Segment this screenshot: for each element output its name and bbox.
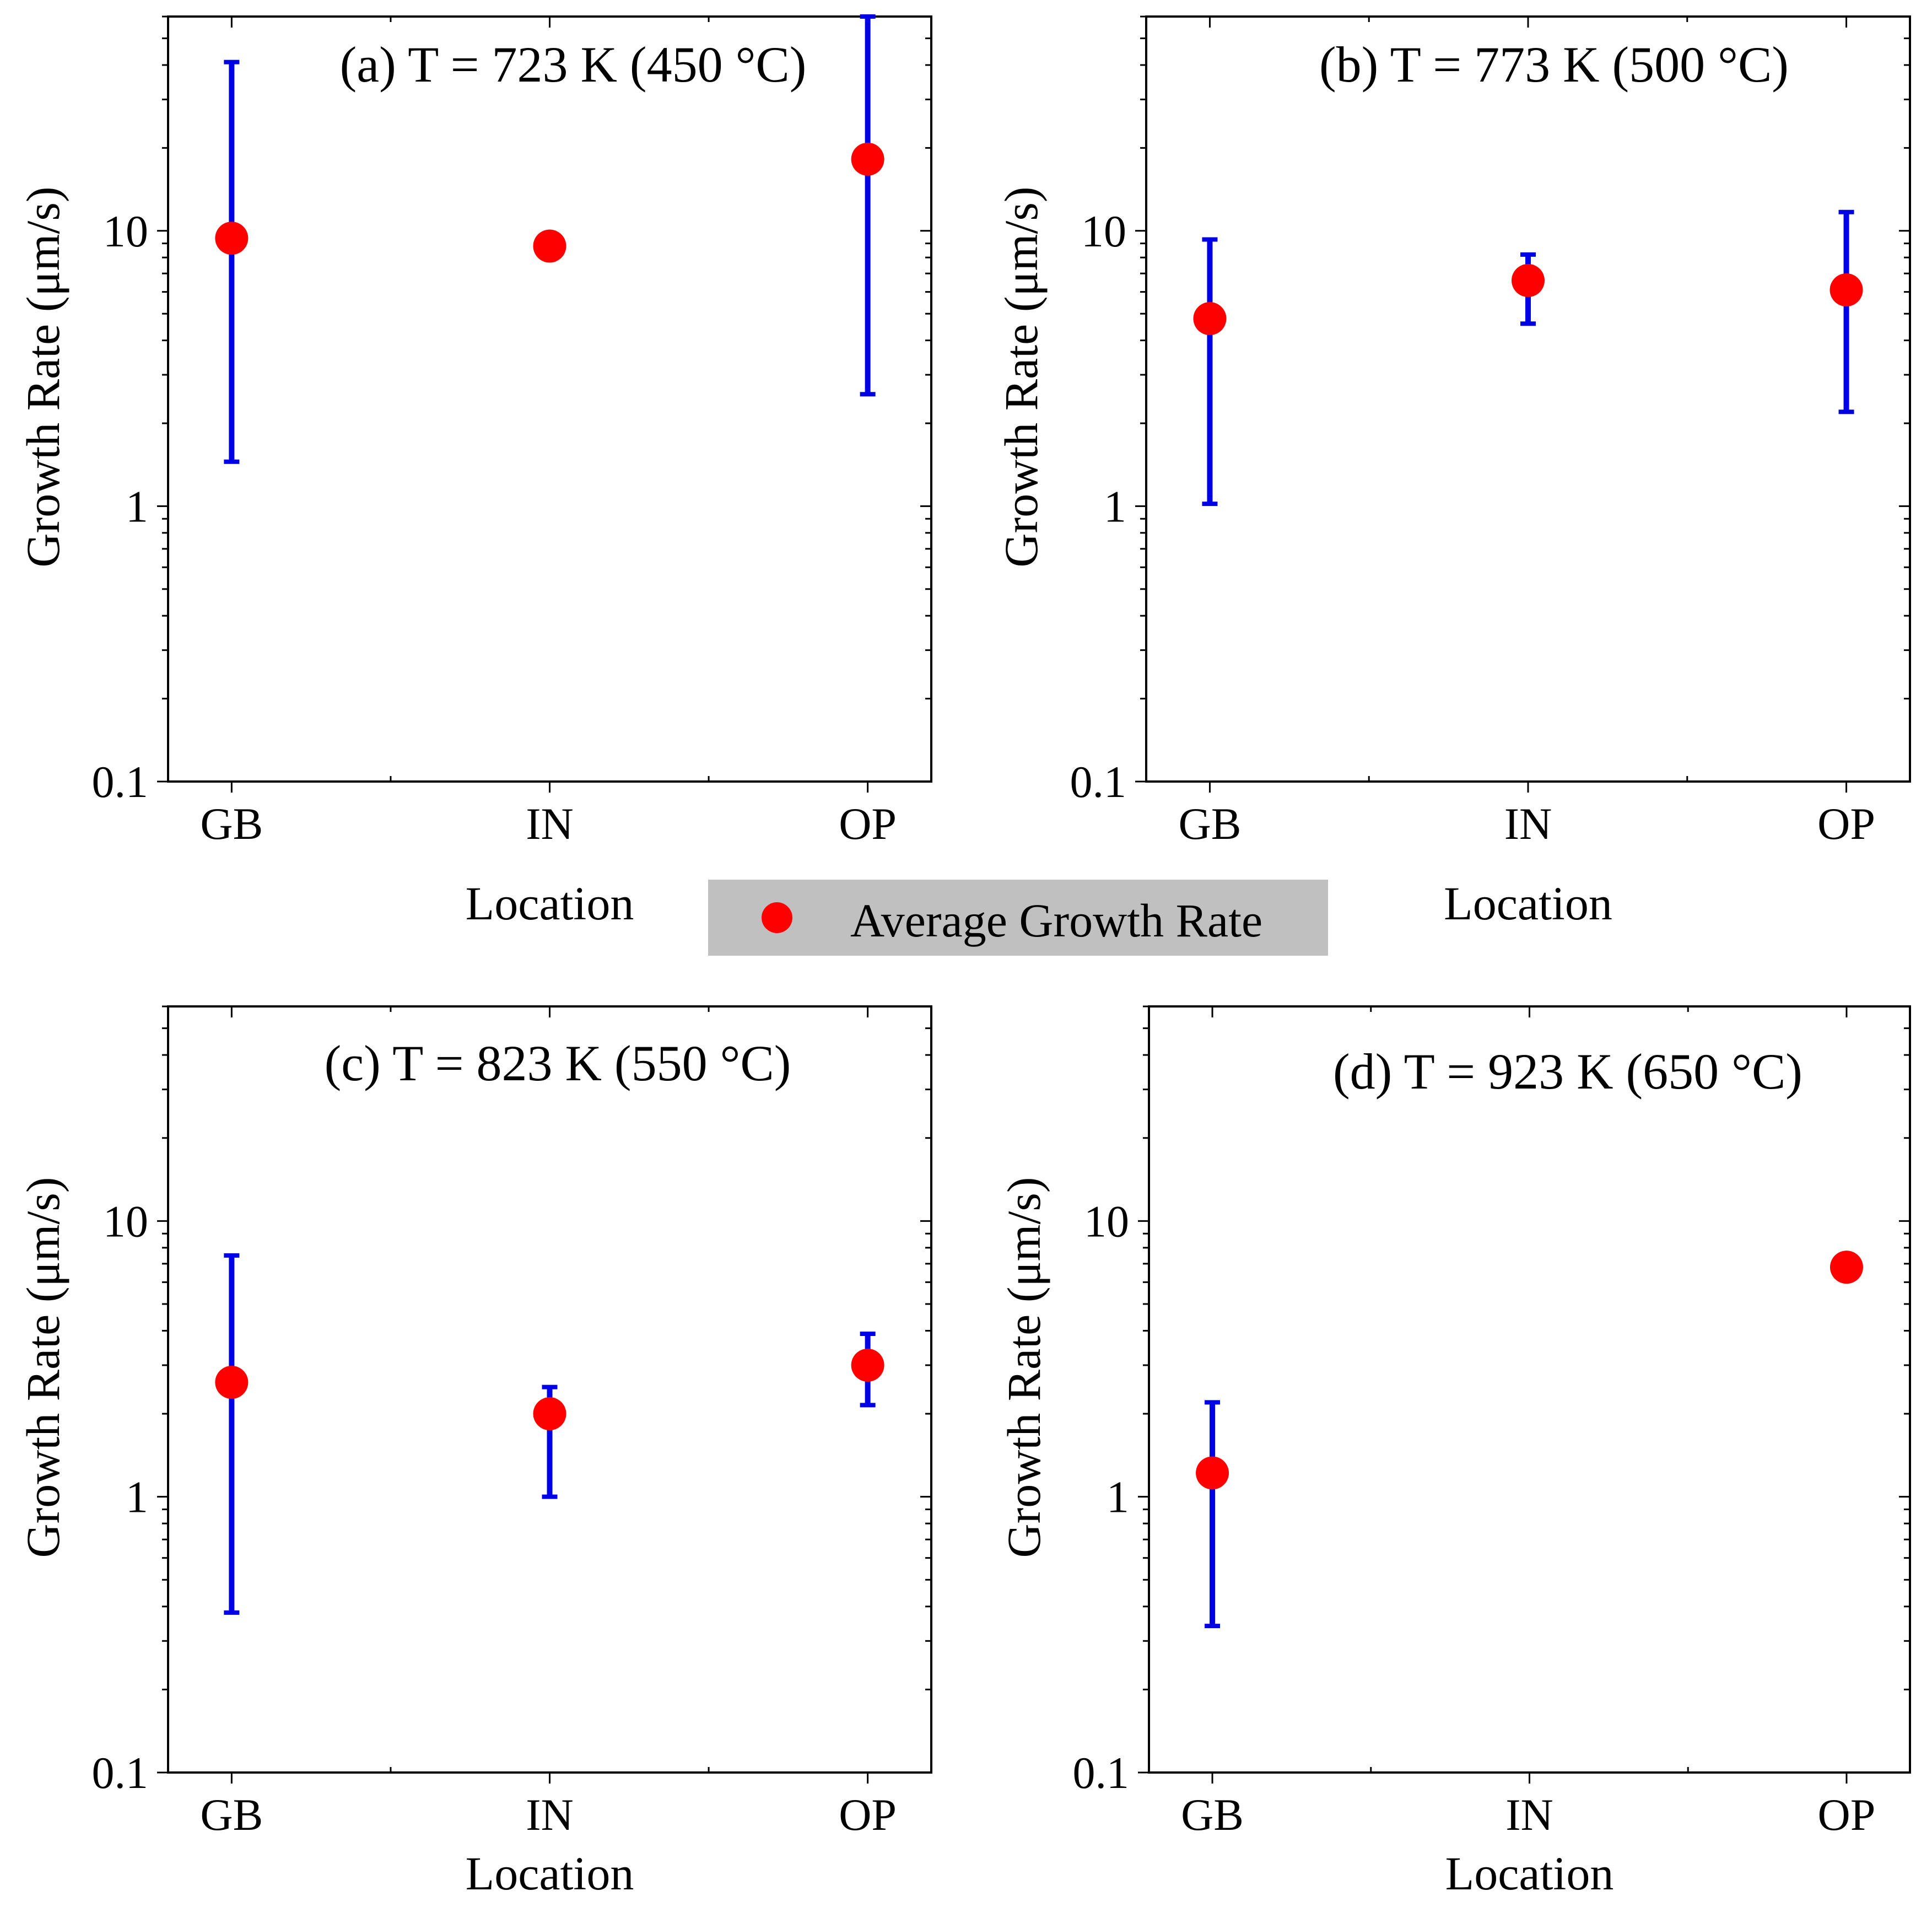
panel-title: (b) T = 773 K (500 °C) [1319, 36, 1789, 93]
data-point [1830, 1251, 1863, 1284]
panel-title: (a) T = 723 K (450 °C) [340, 36, 807, 93]
x-tick-label: OP [839, 1790, 897, 1840]
y-tick-label: 1 [1107, 1472, 1129, 1522]
error-bar [1205, 1400, 1221, 1629]
legend: Average Growth Rate [708, 880, 1328, 956]
y-tick-label: 0.1 [92, 757, 149, 807]
data-point [851, 1348, 884, 1382]
data-point [851, 142, 884, 176]
y-tick-label: 10 [1084, 1196, 1129, 1246]
legend-marker-icon [762, 902, 792, 933]
error-bar [224, 60, 240, 464]
y-tick-label: 1 [1104, 481, 1126, 531]
y-tick-label: 10 [103, 1196, 148, 1246]
error-bar [1202, 237, 1218, 507]
y-tick-label: 0.1 [1073, 1748, 1130, 1798]
y-axis-label: Growth Rate (μm/s) [17, 187, 69, 568]
chart-panel-d: 0.1 1 10 GB IN OP Location Growth Rate (μm/s) (d… [997, 1005, 1911, 1900]
y-tick-label: 10 [103, 206, 148, 256]
y-tick-label: 0.1 [92, 1748, 149, 1798]
legend-label: Average Growth Rate [850, 894, 1263, 947]
x-tick-label: GB [200, 799, 263, 849]
plot-frame [1148, 1005, 1911, 1774]
data-point [533, 229, 566, 263]
x-tick-label: GB [1178, 799, 1241, 849]
data-point [533, 1397, 566, 1431]
y-axis-label: Growth Rate (μm/s) [995, 187, 1048, 568]
x-tick-label: IN [1504, 799, 1552, 849]
data-point [1193, 302, 1227, 336]
chart-panel-b: 0.1 1 10 GB IN OP Location Growth Rate (μm/s) (b… [995, 15, 1911, 930]
x-tick-label: GB [200, 1790, 263, 1840]
x-tick-label: IN [526, 799, 574, 849]
y-tick-label: 0.1 [1070, 757, 1127, 807]
x-tick-label: OP [839, 799, 897, 849]
panel-title: (c) T = 823 K (550 °C) [325, 1035, 791, 1091]
y-axis-label: Growth Rate (μm/s) [997, 1177, 1050, 1558]
x-tick-label: IN [526, 1790, 574, 1840]
x-axis-label: Location [466, 1847, 634, 1900]
data-point [1512, 263, 1545, 297]
x-axis-label: Location [466, 877, 634, 930]
x-tick-label: IN [1505, 1790, 1553, 1840]
x-tick-label: OP [1818, 1790, 1876, 1840]
chart-panel-a: 0.1 1 10 GB IN OP Location Growth Rate (μm/s) (a… [17, 14, 932, 930]
data-point [1830, 273, 1863, 307]
panel-title: (d) T = 923 K (650 °C) [1333, 1043, 1803, 1100]
error-bar [860, 14, 876, 397]
plot-frame [167, 15, 932, 783]
data-point [1196, 1456, 1229, 1490]
x-axis-label: Location [1444, 877, 1612, 930]
y-tick-label: 1 [126, 1472, 148, 1522]
x-tick-label: GB [1181, 1790, 1244, 1840]
chart-panel-c: 0.1 1 10 GB IN OP Location Growth Rate (μm/s) (c… [17, 1005, 932, 1900]
y-tick-label: 1 [126, 481, 148, 531]
data-point [215, 222, 249, 255]
x-tick-label: OP [1817, 799, 1875, 849]
error-bar [224, 1253, 240, 1615]
error-bar [1838, 209, 1854, 414]
x-axis-label: Location [1445, 1847, 1614, 1900]
y-tick-label: 10 [1081, 206, 1126, 256]
y-axis-label: Growth Rate (μm/s) [17, 1177, 69, 1558]
plot-frame [1145, 15, 1911, 783]
data-point [215, 1366, 249, 1399]
